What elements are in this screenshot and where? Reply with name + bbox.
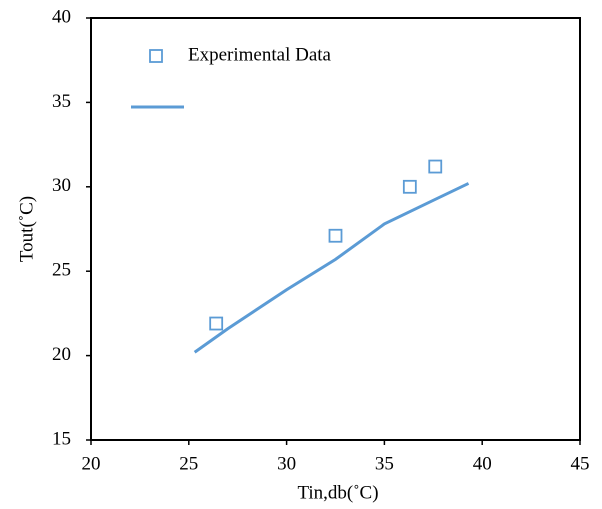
y-tick-label: 25 bbox=[52, 260, 71, 281]
data-point bbox=[402, 179, 417, 194]
x-tick-label: 25 bbox=[179, 453, 198, 474]
data-point bbox=[428, 159, 443, 174]
x-axis-title: Tin,db(˚C) bbox=[297, 482, 378, 503]
y-tick-label: 35 bbox=[52, 91, 71, 112]
data-point bbox=[328, 228, 343, 243]
x-tick-label: 20 bbox=[82, 453, 101, 474]
x-tick-label: 30 bbox=[277, 453, 296, 474]
x-tick-label: 35 bbox=[375, 453, 394, 474]
plot-frame bbox=[90, 17, 581, 441]
x-tick-label: 45 bbox=[571, 453, 590, 474]
legend-marker bbox=[149, 49, 163, 63]
y-tick-label: 40 bbox=[52, 6, 71, 27]
x-tick-label: 40 bbox=[473, 453, 492, 474]
fit-line bbox=[193, 182, 470, 354]
y-tick-label: 20 bbox=[52, 344, 71, 365]
y-tick-label: 30 bbox=[52, 175, 71, 196]
data-point bbox=[209, 316, 224, 331]
legend-label: Experimental Data bbox=[188, 44, 332, 65]
y-tick-label: 15 bbox=[52, 428, 71, 449]
y-axis-title: Tout(˚C) bbox=[16, 196, 37, 262]
